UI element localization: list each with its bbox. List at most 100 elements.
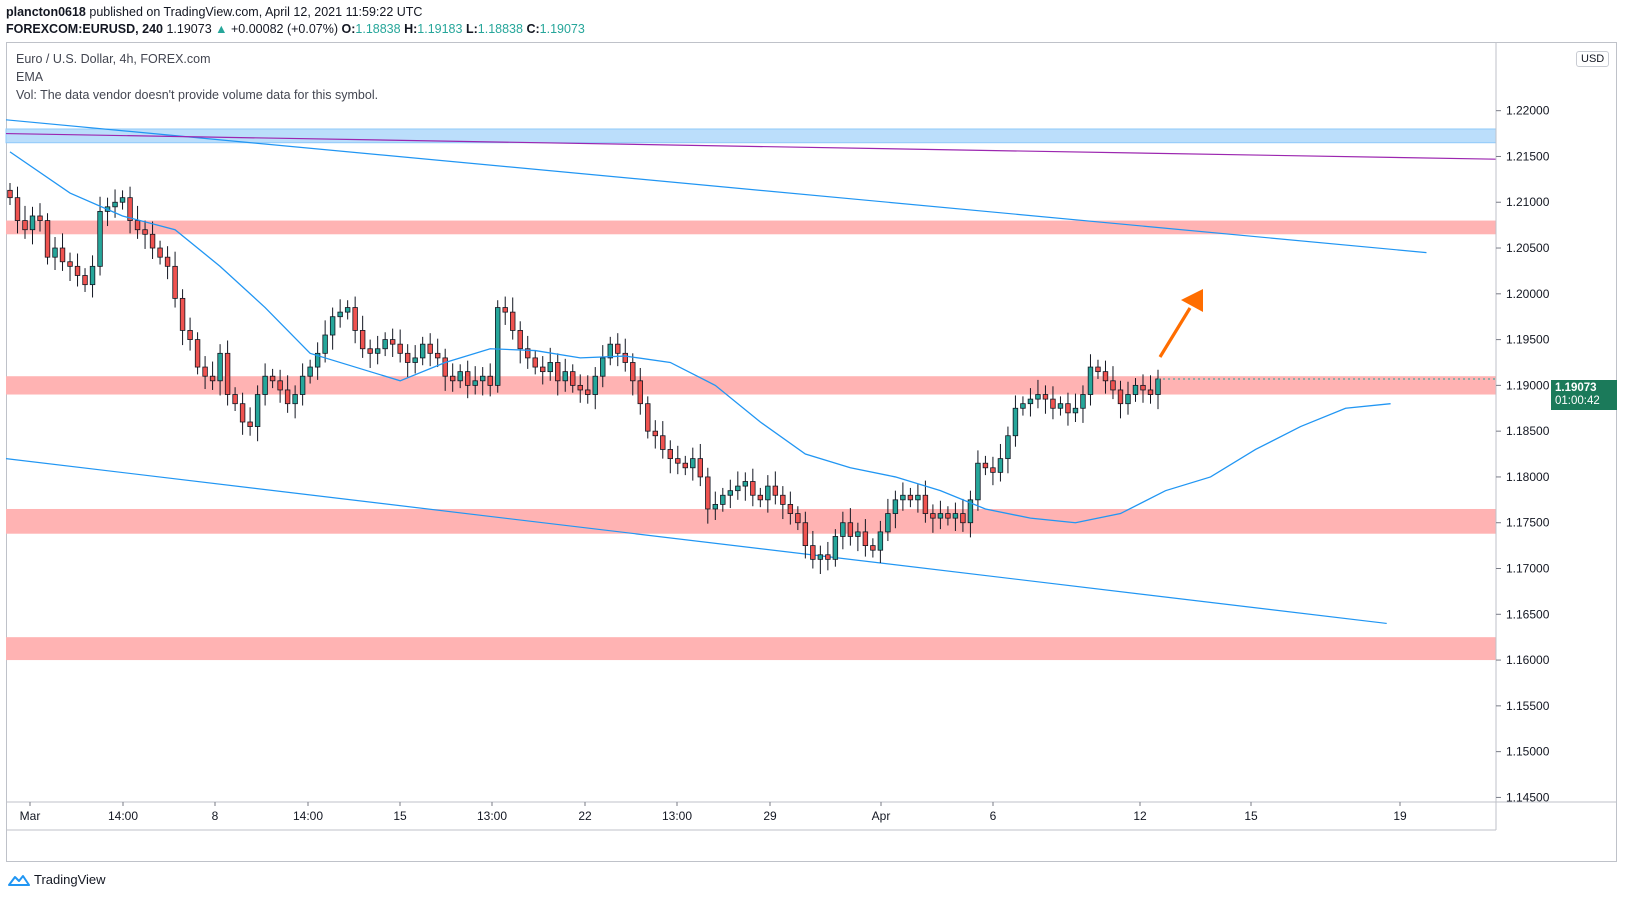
price-change: +0.00082 (+0.07%) (231, 22, 339, 36)
candle-body-30 (232, 394, 238, 405)
candle-body-122 (922, 494, 929, 514)
candle-body-110 (832, 536, 839, 560)
author-name[interactable]: plancton0618 (6, 5, 86, 19)
candle-body-95 (720, 494, 726, 505)
candle-body-43 (329, 316, 336, 336)
candle-body-27 (209, 375, 216, 382)
candle-body-120 (907, 494, 914, 501)
y-tick-label-13: 1.15500 (1506, 699, 1550, 713)
candle-body-28 (217, 352, 223, 382)
candle-body-1 (14, 197, 21, 221)
candle-body-97 (735, 485, 741, 492)
x-tick-label-5: 13:00 (477, 809, 507, 823)
bullish-arrow-shaft (1158, 307, 1192, 358)
candle-body-61 (464, 371, 471, 386)
candle-body-63 (480, 375, 486, 382)
candle-body-98 (742, 481, 749, 487)
candle-body-101 (765, 485, 771, 501)
candle-body-72 (547, 362, 553, 373)
candle-body-89 (675, 458, 681, 464)
candle-body-134 (1012, 407, 1019, 437)
candle-body-131 (990, 467, 996, 473)
candle-body-10 (82, 275, 88, 286)
candle-body-85 (645, 403, 651, 432)
x-tick-label-10: 6 (990, 809, 997, 823)
candle-body-118 (892, 499, 899, 514)
y-tick-label-15: 1.14500 (1506, 790, 1550, 804)
candle-body-105 (795, 513, 801, 524)
candle-body-3 (29, 215, 36, 231)
zone-4 (6, 637, 1496, 661)
candle-body-44 (337, 311, 343, 318)
candle-body-71 (540, 366, 546, 373)
axis-layer: 1.22000 1.21500 1.21000 1.20500 1.20000 1.195… (6, 42, 1617, 831)
candle-body-104 (787, 504, 794, 514)
candle-body-5 (44, 220, 51, 258)
candle-body-45 (344, 307, 351, 313)
candle-body-93 (705, 476, 711, 510)
legend-ema[interactable]: EMA (16, 70, 44, 84)
candle-body-137 (1035, 394, 1041, 400)
x-tick-label-1: 14:00 (108, 809, 138, 823)
candle-body-4 (37, 215, 43, 221)
candle-body-70 (532, 357, 538, 368)
publish-date: published on TradingView.com, April 12, … (89, 5, 423, 19)
currency-badge[interactable]: USD (1576, 51, 1610, 67)
zone-3 (6, 508, 1496, 534)
candle-body-121 (915, 494, 921, 501)
low-value: 1.18838 (477, 22, 523, 36)
candle-body-53 (404, 352, 411, 363)
candle-body-123 (930, 513, 936, 519)
y-tick-label-1: 1.21500 (1506, 149, 1550, 163)
legend-title[interactable]: Euro / U.S. Dollar, 4h, FOREX.com (16, 52, 211, 66)
candle-body-96 (727, 490, 734, 496)
candle-body-29 (224, 352, 231, 395)
candle-body-86 (652, 430, 658, 437)
candle-body-112 (847, 522, 854, 537)
candle-body-74 (562, 371, 568, 382)
x-tick-label-2: 8 (212, 809, 219, 823)
candle-body-18 (142, 229, 148, 235)
symbol-label[interactable]: FOREXCOM:EURUSD, 240 (6, 22, 163, 36)
candle-body-15 (119, 197, 126, 203)
last-price-value: 1.19073 (1555, 382, 1597, 394)
candle-body-103 (780, 494, 786, 505)
candle-body-47 (359, 330, 366, 350)
candle-body-35 (269, 375, 276, 382)
candle-body-76 (577, 384, 583, 391)
tradingview-logo-icon (8, 874, 30, 886)
candle-body-38 (292, 394, 298, 405)
zone-1 (6, 220, 1496, 235)
candle-body-68 (517, 330, 523, 350)
candle-body-40 (307, 366, 313, 377)
candle-body-23 (179, 297, 186, 331)
candle-body-64 (487, 375, 493, 386)
candle-body-67 (510, 311, 516, 331)
candle-body-88 (667, 449, 673, 460)
y-tick-label-8: 1.18000 (1506, 470, 1550, 484)
candle-body-46 (352, 307, 358, 331)
x-tick-label-9: Apr (872, 809, 891, 823)
y-tick-label-12: 1.16000 (1506, 653, 1550, 667)
candle-body-108 (817, 554, 824, 560)
candle-body-153 (1155, 378, 1161, 395)
candle-body-136 (1027, 398, 1034, 405)
footer-brand[interactable]: TradingView (8, 872, 106, 887)
candle-body-49 (374, 348, 381, 354)
candle-body-133 (1005, 435, 1011, 460)
candle-body-135 (1020, 403, 1026, 409)
candle-body-37 (284, 389, 291, 405)
candle-body-84 (637, 380, 643, 405)
candle-body-81 (615, 343, 621, 354)
x-tick-label-12: 15 (1244, 809, 1258, 823)
last-price: 1.19073 (166, 22, 212, 36)
candle-body-6 (52, 247, 58, 258)
candle-body-56 (427, 343, 433, 354)
candle-body-59 (449, 375, 456, 382)
candle-body-102 (772, 485, 779, 496)
candle-body-8 (67, 261, 73, 267)
trendline-2 (5, 132, 1497, 160)
trendline-0 (5, 119, 1427, 254)
candle-body-57 (434, 352, 441, 359)
